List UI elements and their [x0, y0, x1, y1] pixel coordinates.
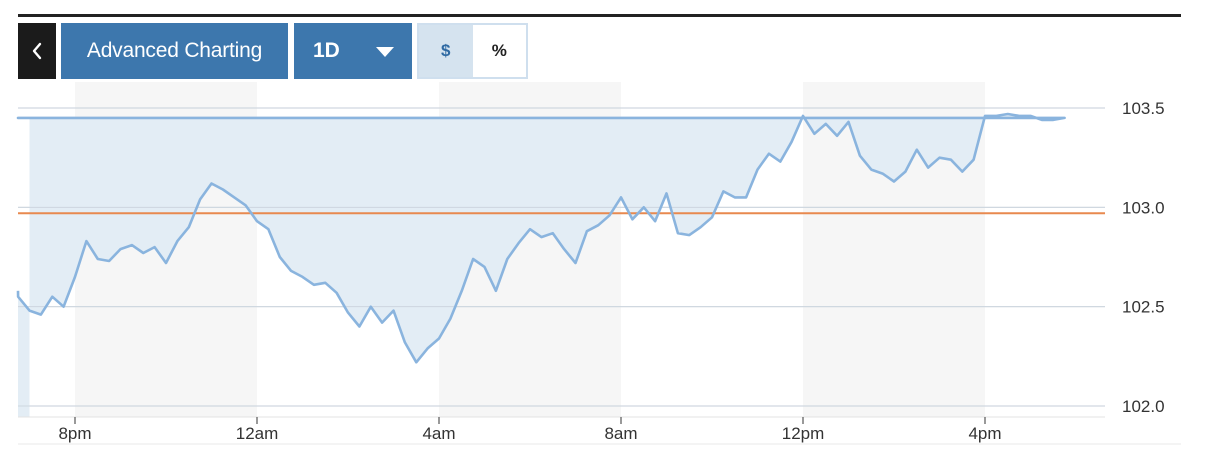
series-area	[18, 114, 1065, 417]
value-mode-toggle: $ %	[417, 23, 528, 79]
series-line	[16, 112, 1066, 364]
y-tick-label-103-0: 103.0	[1122, 198, 1165, 217]
percent-toggle-button[interactable]: %	[472, 25, 526, 77]
advanced-charting-button[interactable]: Advanced Charting	[61, 23, 288, 79]
top-rule	[18, 14, 1181, 17]
y-tick-label-103-5: 103.5	[1122, 99, 1165, 118]
x-tick-label-4am: 4am	[422, 424, 455, 443]
x-tick-label-12am: 12am	[236, 424, 279, 443]
x-tick-label-4pm: 4pm	[968, 424, 1001, 443]
advanced-charting-label: Advanced Charting	[86, 39, 263, 62]
period-dropdown[interactable]: 1D	[294, 23, 412, 79]
x-tick-label-12pm: 12pm	[782, 424, 825, 443]
chevron-left-icon	[31, 42, 43, 60]
caret-down-icon	[376, 47, 394, 57]
y-tick-label-102-0: 102.0	[1122, 397, 1165, 416]
x-tick-label-8am: 8am	[604, 424, 637, 443]
back-button[interactable]	[18, 23, 56, 79]
dollar-toggle-button[interactable]: $	[419, 25, 473, 77]
x-tick-label-8pm: 8pm	[58, 424, 91, 443]
period-label: 1D	[313, 39, 340, 62]
y-tick-label-102-5: 102.5	[1122, 298, 1165, 317]
